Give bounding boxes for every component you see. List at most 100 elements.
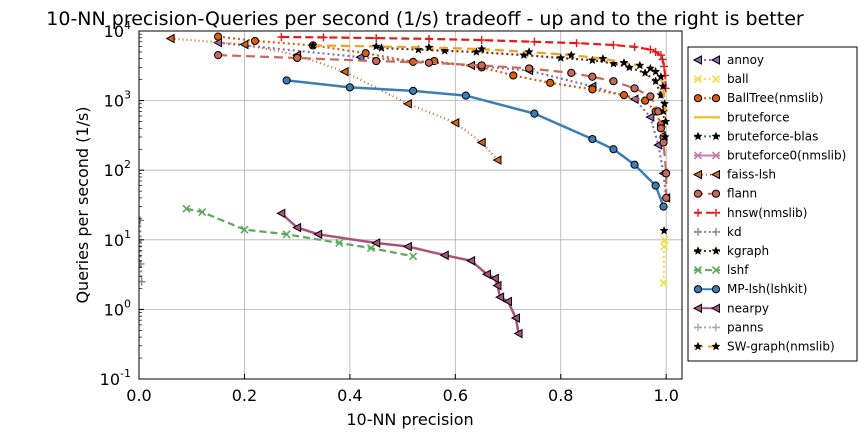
data-point: [650, 66, 661, 76]
legend-label: ball: [727, 72, 749, 86]
data-point: [658, 55, 667, 64]
legend-label: faiss-lsh: [727, 168, 776, 182]
data-point: [182, 204, 191, 213]
legend-marker: [693, 189, 703, 198]
data-point: [477, 61, 486, 70]
data-point: [308, 40, 318, 50]
data-point: [525, 64, 534, 73]
data-point: [640, 68, 650, 77]
plot-frame: [138, 30, 683, 380]
y-tick-label: 101: [104, 228, 131, 250]
data-point: [629, 94, 639, 104]
y-tick-label: 10-1: [100, 367, 131, 389]
legend-marker: [692, 55, 702, 65]
data-point: [630, 42, 639, 51]
legend-marker: [711, 266, 721, 275]
data-point: [277, 32, 286, 41]
legend-marker: [712, 227, 720, 236]
data-point: [656, 51, 665, 60]
legend-item: BallTree(nmslib): [693, 91, 823, 105]
legend-label: lshf: [727, 263, 749, 277]
data-point: [361, 49, 370, 58]
data-point: [371, 41, 381, 51]
data-point: [651, 181, 660, 190]
legend-marker: [712, 208, 720, 217]
data-point: [372, 56, 381, 66]
legend-marker: [711, 131, 721, 141]
legend-marker: [693, 246, 703, 255]
data-point: [477, 44, 487, 54]
data-point: [409, 86, 418, 95]
data-point: [530, 37, 539, 46]
legend-item: annoy: [692, 53, 764, 67]
legend-marker: [711, 246, 721, 255]
legend-item: ball: [693, 72, 749, 86]
data-point: [659, 202, 668, 211]
legend-marker: [692, 169, 702, 180]
legend-marker: [711, 94, 721, 103]
x-tick-label: 0.8: [548, 386, 573, 405]
data-point: [139, 259, 145, 268]
series-flann: [213, 51, 671, 202]
data-point: [213, 32, 223, 41]
data-point: [339, 66, 349, 77]
data-point: [658, 106, 669, 116]
data-point: [139, 277, 146, 286]
legend-marker: [694, 227, 702, 236]
data-point: [461, 91, 470, 100]
legend-marker: [711, 75, 721, 84]
legend-marker: [711, 285, 721, 294]
series-balltree-nmslib-: [213, 32, 668, 142]
series-line: [139, 220, 143, 282]
legend-marker: [693, 341, 703, 351]
legend-marker: [712, 323, 720, 332]
data-point: [345, 83, 354, 92]
data-point: [198, 208, 207, 217]
legend-marker: [694, 323, 702, 332]
series-line: [218, 54, 668, 198]
legend-label: MP-lsh(lshkit): [727, 282, 807, 296]
series-ball: [659, 235, 669, 288]
data-point: [609, 40, 618, 49]
y-axis-label: Queries per second (1/s): [73, 106, 92, 303]
legend-item: faiss-lsh: [692, 168, 776, 182]
data-point: [645, 112, 655, 122]
data-point: [656, 71, 666, 81]
data-point: [450, 117, 460, 128]
legend-item: kgraph: [693, 244, 769, 258]
data-point: [213, 51, 223, 60]
data-point: [510, 313, 520, 323]
data-point: [466, 255, 476, 266]
data-point: [292, 222, 302, 233]
data-point: [366, 244, 376, 253]
data-point: [651, 47, 660, 56]
legend-marker: [693, 151, 703, 160]
data-point: [659, 98, 670, 108]
data-point: [250, 36, 260, 46]
legend-label: bruteforce-blas: [727, 129, 818, 143]
axis-layer: 0.0 0.2 0.4 0.6 0.8 1.0 10-1 100 101 102 103 104: [100, 19, 679, 405]
legend-label: nearpy: [727, 301, 769, 315]
data-point: [402, 241, 412, 252]
data-point: [659, 278, 668, 288]
legend-marker: [710, 303, 720, 314]
data-point: [424, 58, 434, 67]
series-line: [280, 212, 520, 334]
x-tick-label: 0.6: [443, 386, 468, 405]
legend-label: bruteforce0(nmslib): [727, 149, 846, 163]
data-point: [588, 85, 597, 94]
series-mp-lsh-lshkit-: [282, 76, 668, 211]
data-point: [524, 47, 534, 56]
data-point: [662, 193, 671, 202]
series-faiss-lsh: [165, 33, 502, 165]
x-tick-label: 0.2: [232, 386, 257, 405]
data-point: [239, 39, 249, 50]
legend-marker: [711, 341, 721, 351]
legend-marker: [692, 303, 702, 314]
chart-title: 10-NN precision-Queries per second (1/s)…: [46, 8, 804, 30]
data-point: [635, 60, 645, 70]
data-point: [588, 134, 597, 144]
series-line: [217, 41, 668, 199]
data-point: [424, 42, 434, 52]
